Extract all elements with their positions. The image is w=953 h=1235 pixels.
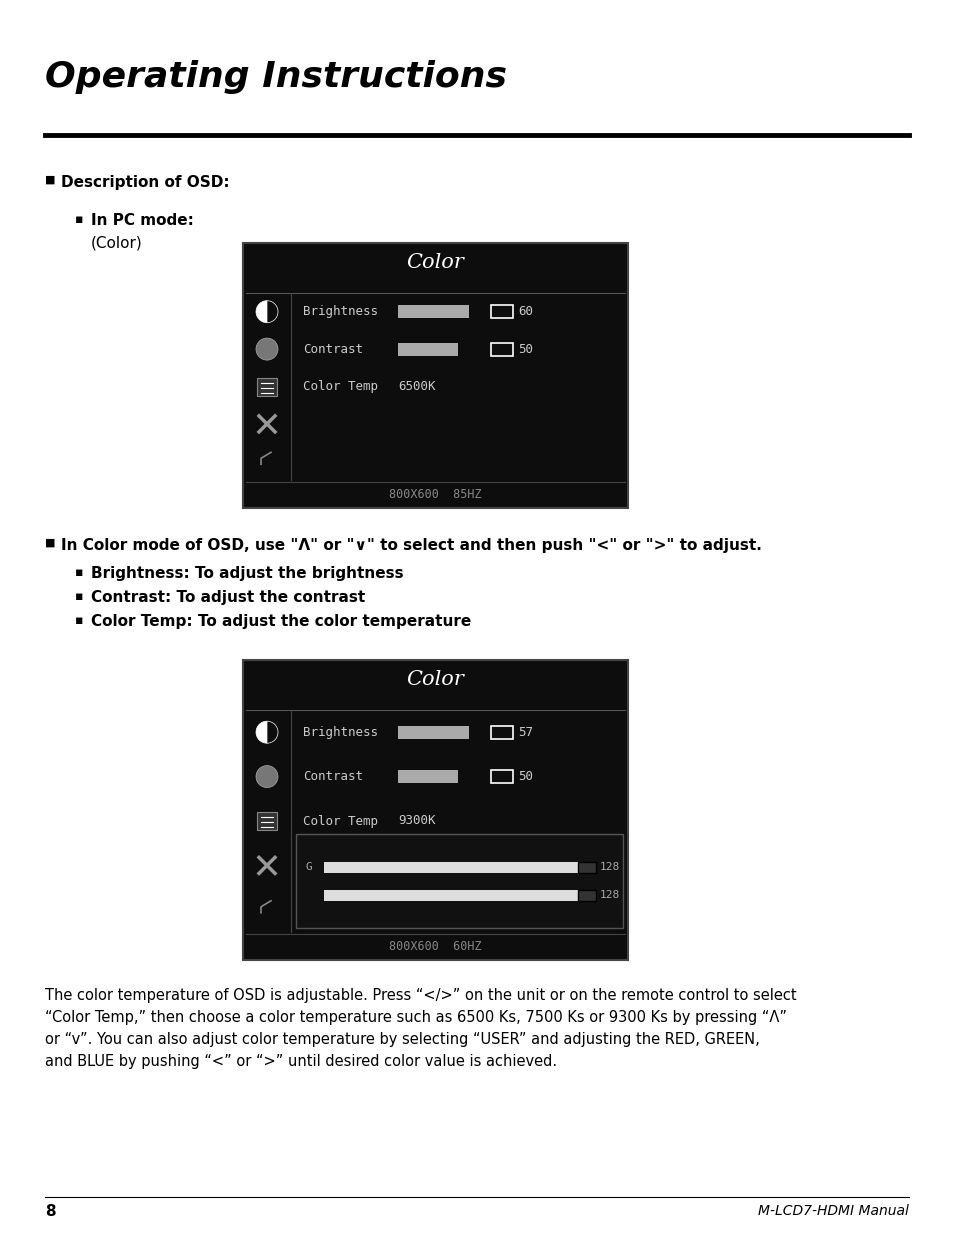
Text: Contrast: Contrast bbox=[303, 771, 363, 783]
Text: Color Temp: Color Temp bbox=[303, 815, 377, 827]
Text: 128: 128 bbox=[599, 890, 619, 900]
Text: Contrast: Contrast bbox=[303, 342, 363, 356]
Text: Contrast: To adjust the contrast: Contrast: To adjust the contrast bbox=[91, 590, 365, 605]
Text: 8: 8 bbox=[45, 1203, 55, 1219]
Bar bbox=[578, 889, 596, 900]
Text: Brightness: To adjust the brightness: Brightness: To adjust the brightness bbox=[91, 566, 403, 580]
Bar bbox=[324, 889, 596, 900]
Text: 60: 60 bbox=[517, 305, 533, 319]
Bar bbox=[243, 659, 627, 960]
Text: Color Temp: Color Temp bbox=[303, 380, 377, 393]
Text: Operating Instructions: Operating Instructions bbox=[45, 61, 506, 94]
Bar bbox=[256, 811, 276, 830]
Text: and BLUE by pushing “<” or “>” until desired color value is achieved.: and BLUE by pushing “<” or “>” until des… bbox=[45, 1053, 557, 1070]
Text: 6500K: 6500K bbox=[397, 380, 435, 393]
Bar bbox=[491, 771, 513, 783]
Text: 800X600  60HZ: 800X600 60HZ bbox=[389, 940, 481, 952]
Bar bbox=[578, 862, 596, 873]
Text: 800X600  85HZ: 800X600 85HZ bbox=[389, 488, 481, 500]
Text: 128: 128 bbox=[599, 862, 619, 872]
Text: Color: Color bbox=[406, 671, 464, 689]
Wedge shape bbox=[267, 721, 277, 743]
Text: 57: 57 bbox=[517, 726, 533, 739]
Text: Color: Color bbox=[406, 253, 464, 272]
Text: 50: 50 bbox=[517, 342, 533, 356]
Text: ▪: ▪ bbox=[75, 566, 84, 579]
Text: In PC mode:: In PC mode: bbox=[91, 212, 193, 228]
Text: Brightness: Brightness bbox=[303, 726, 377, 739]
Text: In Color mode of OSD, use "Λ" or "∨" to select and then push "<" or ">" to adjus: In Color mode of OSD, use "Λ" or "∨" to … bbox=[61, 538, 761, 553]
Circle shape bbox=[255, 766, 277, 788]
Wedge shape bbox=[267, 300, 277, 322]
Wedge shape bbox=[255, 721, 267, 743]
Text: G: G bbox=[306, 862, 313, 872]
Bar bbox=[397, 342, 457, 356]
Bar bbox=[256, 378, 276, 395]
Bar bbox=[491, 726, 513, 739]
Circle shape bbox=[255, 338, 277, 361]
Text: 50: 50 bbox=[517, 771, 533, 783]
Text: ▪: ▪ bbox=[75, 614, 84, 627]
Bar bbox=[397, 771, 457, 783]
Text: Description of OSD:: Description of OSD: bbox=[61, 175, 230, 190]
Text: ■: ■ bbox=[45, 538, 55, 548]
Bar bbox=[491, 305, 513, 319]
Text: (Color): (Color) bbox=[91, 235, 143, 249]
Text: ▪: ▪ bbox=[75, 212, 84, 226]
Text: 9300K: 9300K bbox=[397, 815, 435, 827]
Text: M-LCD7-HDMI Manual: M-LCD7-HDMI Manual bbox=[758, 1204, 908, 1218]
Bar bbox=[397, 726, 469, 739]
Text: Brightness: Brightness bbox=[303, 305, 377, 319]
Bar bbox=[397, 305, 469, 319]
Text: “Color Temp,” then choose a color temperature such as 6500 Ks, 7500 Ks or 9300 K: “Color Temp,” then choose a color temper… bbox=[45, 1010, 786, 1025]
Text: or “v”. You can also adjust color temperature by selecting “USER” and adjusting : or “v”. You can also adjust color temper… bbox=[45, 1032, 759, 1047]
Bar bbox=[243, 243, 627, 508]
Text: ■: ■ bbox=[45, 175, 55, 185]
Text: ▪: ▪ bbox=[75, 590, 84, 603]
Bar bbox=[491, 342, 513, 356]
Text: The color temperature of OSD is adjustable. Press “</>” on the unit or on the re: The color temperature of OSD is adjustab… bbox=[45, 988, 796, 1003]
Wedge shape bbox=[255, 300, 267, 322]
Bar bbox=[295, 835, 622, 927]
Text: Color Temp: To adjust the color temperature: Color Temp: To adjust the color temperat… bbox=[91, 614, 471, 629]
Bar bbox=[324, 862, 596, 873]
